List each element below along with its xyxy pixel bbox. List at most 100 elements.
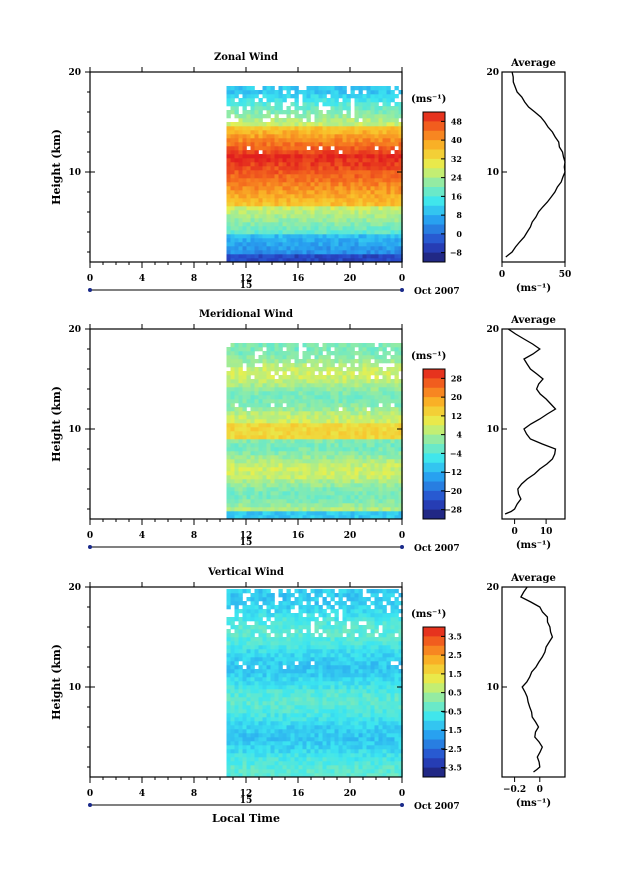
- heatmap-cell: [282, 511, 287, 516]
- heatmap-cell: [230, 371, 235, 376]
- heatmap-cell: [246, 383, 251, 388]
- heatmap-cell: [322, 765, 327, 770]
- heatmap-cell: [310, 343, 315, 348]
- heatmap-cell: [318, 503, 323, 508]
- heatmap-cell: [266, 210, 271, 215]
- heatmap-cell: [278, 765, 283, 770]
- heatmap-cell: [230, 230, 235, 235]
- colorbar-swatch: [423, 453, 445, 464]
- heatmap-cell: [246, 495, 251, 500]
- heatmap-cell: [322, 210, 327, 215]
- heatmap-cell: [310, 142, 315, 147]
- heatmap-cell: [366, 487, 371, 492]
- heatmap-cell: [250, 242, 255, 247]
- heatmap-cell: [302, 511, 307, 516]
- heatmap-cell: [366, 447, 371, 452]
- heatmap-cell: [290, 371, 295, 376]
- heatmap-cell: [322, 222, 327, 227]
- heatmap-cell: [378, 455, 383, 460]
- heatmap-cell: [298, 206, 303, 211]
- heatmap-cell: [378, 355, 383, 360]
- heatmap-cell: [262, 761, 267, 766]
- heatmap-cell: [254, 773, 259, 778]
- heatmap-cell: [266, 86, 271, 91]
- heatmap-cell: [246, 170, 251, 175]
- heatmap-cell: [310, 471, 315, 476]
- heatmap-cell: [306, 733, 311, 738]
- heatmap-cell: [250, 174, 255, 179]
- heatmap-cell: [322, 234, 327, 239]
- heatmap-cell: [294, 158, 299, 163]
- heatmap-cell: [238, 765, 243, 770]
- heatmap-cell: [286, 363, 291, 368]
- heatmap-cell: [270, 507, 275, 512]
- heatmap-cell: [354, 415, 359, 420]
- heatmap-cell: [286, 202, 291, 207]
- heatmap-cell: [298, 258, 303, 263]
- heatmap-cell: [334, 733, 339, 738]
- heatmap-cell: [370, 98, 375, 103]
- heatmap-cell: [374, 745, 379, 750]
- heatmap-cell: [334, 351, 339, 356]
- heatmap-cell: [326, 246, 331, 251]
- heatmap-cell: [338, 102, 343, 107]
- heatmap-cell: [394, 757, 399, 762]
- heatmap-cell: [302, 134, 307, 139]
- heatmap-cell: [374, 134, 379, 139]
- heatmap-cell: [378, 118, 383, 123]
- heatmap-cell: [398, 753, 403, 758]
- heatmap-cell: [322, 753, 327, 758]
- heatmap-cell: [246, 190, 251, 195]
- heatmap-cell: [274, 118, 279, 123]
- heatmap-cell: [270, 685, 275, 690]
- heatmap-cell: [354, 210, 359, 215]
- heatmap-cell: [330, 114, 335, 119]
- heatmap-cell: [370, 693, 375, 698]
- heatmap-cell: [338, 383, 343, 388]
- heatmap-cell: [258, 427, 263, 432]
- heatmap-cell: [370, 451, 375, 456]
- heatmap-cell: [394, 451, 399, 456]
- heatmap-cell: [282, 697, 287, 702]
- heatmap-cell: [322, 359, 327, 364]
- heatmap-cell: [306, 387, 311, 392]
- heatmap-cell: [250, 515, 255, 520]
- heatmap-cell: [234, 146, 239, 151]
- heatmap-cell: [330, 170, 335, 175]
- heatmap-cell: [258, 475, 263, 480]
- heatmap-cell: [286, 250, 291, 255]
- heatmap-cell: [330, 126, 335, 131]
- heatmap-cell: [398, 363, 403, 368]
- heatmap-cell: [306, 511, 311, 516]
- heatmap-cell: [246, 697, 251, 702]
- heatmap-cell: [274, 134, 279, 139]
- heatmap-cell: [238, 499, 243, 504]
- heatmap-cell: [354, 174, 359, 179]
- colorbar-tick-label: −4: [450, 448, 463, 458]
- heatmap-cell: [242, 499, 247, 504]
- heatmap-cell: [238, 190, 243, 195]
- heatmap-cell: [338, 693, 343, 698]
- colorbar-swatch: [423, 472, 445, 482]
- heatmap-cell: [354, 395, 359, 400]
- heatmap-cell: [390, 705, 395, 710]
- heatmap-cell: [278, 713, 283, 718]
- heatmap-cell: [314, 741, 319, 746]
- heatmap-cell: [322, 367, 327, 372]
- heatmap-cell: [314, 769, 319, 774]
- heatmap-cell: [354, 122, 359, 127]
- heatmap-cell: [378, 150, 383, 155]
- heatmap-cell: [290, 86, 295, 91]
- heatmap-cell: [286, 423, 291, 428]
- heatmap-cell: [234, 761, 239, 766]
- heatmap-cell: [230, 110, 235, 115]
- heatmap-cell: [314, 343, 319, 348]
- heatmap-cell: [346, 202, 351, 207]
- heatmap-cell: [354, 689, 359, 694]
- heatmap-cell: [370, 102, 375, 107]
- heatmap-cell: [282, 387, 287, 392]
- heatmap-cell: [338, 94, 343, 99]
- heatmap-cell: [342, 222, 347, 227]
- heatmap-cell: [266, 709, 271, 714]
- heatmap-cell: [350, 423, 355, 428]
